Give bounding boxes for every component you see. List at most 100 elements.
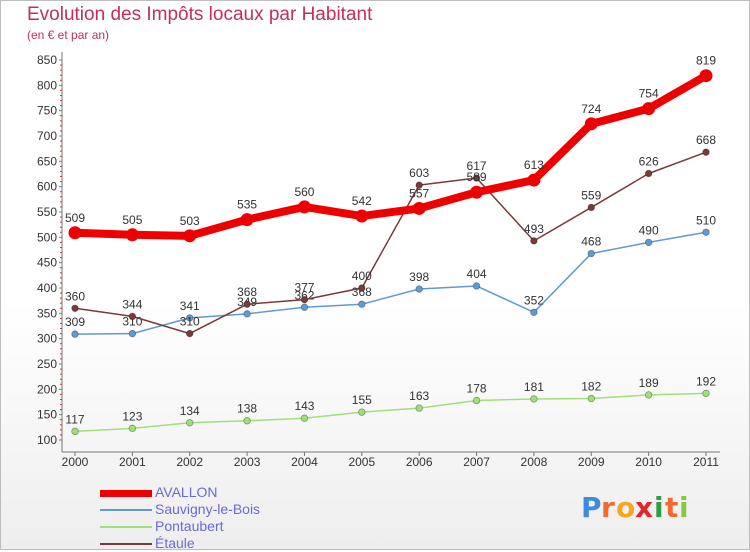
data-point — [71, 304, 79, 312]
legend-swatch — [100, 526, 152, 528]
data-label: 143 — [294, 399, 314, 413]
x-tick-label: 2006 — [406, 455, 433, 469]
data-point — [128, 329, 137, 338]
data-point — [699, 69, 713, 83]
data-point — [68, 226, 82, 240]
data-label: 542 — [352, 194, 372, 208]
y-tick-label: 600 — [37, 180, 57, 194]
legend-label: AVALLON — [155, 484, 218, 500]
y-tick-label: 300 — [37, 332, 57, 346]
x-tick-label: 2002 — [176, 455, 203, 469]
data-point — [186, 329, 194, 338]
data-point — [530, 308, 538, 317]
y-tick-label: 450 — [37, 256, 57, 270]
data-point — [415, 404, 423, 412]
y-tick-label: 150 — [37, 408, 57, 422]
data-point — [186, 419, 194, 427]
data-label: 493 — [524, 222, 544, 236]
data-label: 182 — [581, 379, 601, 393]
data-label: 626 — [639, 154, 659, 168]
data-label: 613 — [524, 158, 544, 172]
x-tick-label: 2009 — [578, 455, 605, 469]
logo-letter: o — [616, 491, 635, 524]
y-tick-label: 350 — [37, 306, 57, 320]
data-point — [587, 249, 595, 258]
logo-letter: P — [581, 491, 602, 524]
data-label: 134 — [180, 404, 200, 418]
series-line-étaule — [74, 151, 707, 335]
data-label: 344 — [122, 297, 142, 311]
chart-subtitle: (en € et par an) — [27, 28, 110, 42]
x-tick-label: 2005 — [348, 455, 375, 469]
x-tick-label: 2008 — [521, 455, 548, 469]
data-label: 510 — [696, 213, 716, 227]
y-tick-label: 650 — [37, 154, 57, 168]
data-point — [358, 300, 366, 308]
data-label: 404 — [467, 267, 487, 281]
data-label: 400 — [352, 269, 372, 283]
data-label: 360 — [65, 289, 85, 303]
data-label: 138 — [237, 402, 257, 416]
y-tick-label: 550 — [37, 205, 57, 219]
data-label: 503 — [180, 214, 200, 228]
data-label: 490 — [639, 223, 659, 237]
data-point — [644, 169, 653, 178]
data-point — [587, 394, 595, 403]
data-label: 181 — [524, 380, 544, 394]
data-point — [300, 303, 309, 311]
data-label: 589 — [467, 170, 487, 184]
data-point — [243, 300, 251, 308]
y-tick-label: 750 — [37, 104, 57, 118]
data-point — [125, 228, 139, 242]
data-label: 155 — [352, 393, 372, 407]
series-line-pontaubert — [74, 392, 707, 433]
data-label: 368 — [237, 285, 257, 299]
data-label: 123 — [122, 409, 142, 423]
data-label: 398 — [409, 270, 429, 284]
data-point — [243, 417, 251, 425]
data-label: 559 — [581, 188, 601, 202]
data-label: 468 — [581, 235, 601, 249]
series-line-sauvigny-le-bois — [74, 231, 707, 335]
x-tick-label: 2003 — [234, 455, 261, 469]
data-point — [530, 395, 538, 403]
data-label: 352 — [524, 293, 544, 307]
data-label: 192 — [696, 374, 716, 388]
data-label: 341 — [180, 299, 200, 313]
data-label: 505 — [122, 213, 142, 227]
data-point — [297, 200, 311, 214]
data-label: 377 — [294, 281, 314, 295]
data-point — [358, 408, 366, 416]
chart-title: Evolution des Impôts locaux par Habitant — [27, 4, 373, 25]
y-tick-label: 200 — [37, 382, 57, 396]
data-label: 754 — [639, 87, 659, 101]
data-point — [702, 389, 710, 398]
data-point — [243, 310, 251, 318]
data-point — [183, 229, 197, 243]
data-label: 509 — [65, 211, 85, 225]
data-point — [530, 237, 538, 245]
data-label: 603 — [409, 166, 429, 180]
data-point — [128, 312, 137, 321]
data-label: 310 — [180, 315, 200, 329]
legend-label: Sauvigny-le-Bois — [155, 501, 261, 517]
y-tick-label: 400 — [37, 281, 57, 295]
data-point — [642, 102, 656, 116]
x-tick-label: 2001 — [119, 455, 146, 469]
data-point — [355, 209, 369, 223]
data-point — [644, 391, 653, 399]
data-label: 178 — [467, 381, 487, 395]
data-label: 557 — [409, 186, 429, 200]
data-point — [584, 117, 598, 131]
y-tick-label: 700 — [37, 129, 57, 143]
legend-swatch — [100, 543, 152, 545]
data-point — [415, 285, 423, 293]
x-tick-label: 2004 — [291, 455, 318, 469]
legend-label: Pontaubert — [155, 518, 224, 534]
legend-label: Étaule — [155, 535, 195, 551]
y-tick-label: 250 — [37, 357, 57, 371]
data-point — [128, 424, 137, 433]
logo-letter: i — [654, 491, 664, 524]
